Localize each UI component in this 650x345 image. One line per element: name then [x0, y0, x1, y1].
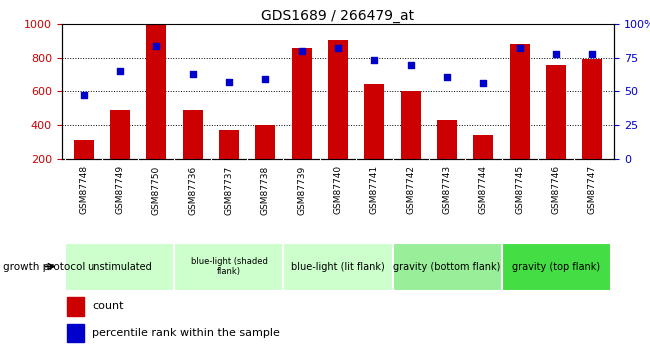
Bar [400, 91, 421, 159]
Point [151, 43, 161, 48]
Point [296, 48, 307, 54]
Title: GDS1689 / 266479_at: GDS1689 / 266479_at [261, 9, 415, 23]
Point [187, 71, 198, 77]
Bar [283, 243, 393, 290]
Text: percentile rank within the sample: percentile rank within the sample [92, 328, 280, 338]
Point [515, 46, 525, 51]
Bar [473, 135, 493, 159]
Bar [219, 130, 239, 159]
Bar [66, 243, 174, 290]
Bar [68, 297, 84, 316]
Text: blue-light (lit flank): blue-light (lit flank) [291, 262, 385, 272]
Text: GSM87742: GSM87742 [406, 165, 415, 214]
Text: GSM87749: GSM87749 [116, 165, 124, 215]
Point [442, 74, 452, 79]
Text: GSM87744: GSM87744 [479, 165, 488, 214]
Bar [183, 110, 203, 159]
Point [260, 77, 270, 82]
Bar [510, 44, 530, 159]
Bar [110, 110, 130, 159]
Point [224, 79, 234, 85]
Point [333, 46, 343, 51]
Text: GSM87739: GSM87739 [297, 165, 306, 215]
Text: GSM87747: GSM87747 [588, 165, 597, 215]
Point [587, 51, 597, 57]
Bar [582, 59, 603, 159]
Text: unstimulated: unstimulated [88, 262, 152, 272]
Point [114, 68, 125, 74]
Text: blue-light (shaded
flank): blue-light (shaded flank) [190, 257, 267, 276]
Text: GSM87745: GSM87745 [515, 165, 525, 215]
Text: count: count [92, 302, 124, 312]
Text: gravity (top flank): gravity (top flank) [512, 262, 600, 272]
Bar [68, 324, 84, 342]
Text: gravity (bottom flank): gravity (bottom flank) [393, 262, 500, 272]
Point [79, 93, 89, 98]
Bar [174, 243, 283, 290]
Text: GSM87740: GSM87740 [333, 165, 343, 215]
Point [551, 51, 562, 57]
Bar [146, 24, 166, 159]
Point [406, 62, 416, 67]
Text: GSM87741: GSM87741 [370, 165, 379, 215]
Text: GSM87746: GSM87746 [552, 165, 560, 215]
Bar [328, 40, 348, 159]
Text: GSM87748: GSM87748 [79, 165, 88, 215]
Bar [502, 243, 610, 290]
Bar [393, 243, 502, 290]
Bar [73, 140, 94, 159]
Point [369, 58, 380, 63]
Text: growth protocol: growth protocol [3, 262, 86, 272]
Bar [365, 84, 384, 159]
Text: GSM87736: GSM87736 [188, 165, 197, 215]
Text: GSM87738: GSM87738 [261, 165, 270, 215]
Text: GSM87750: GSM87750 [151, 165, 161, 215]
Bar [437, 120, 457, 159]
Bar [292, 48, 311, 159]
Point [478, 81, 489, 86]
Bar [546, 65, 566, 159]
Bar [255, 125, 276, 159]
Text: GSM87743: GSM87743 [443, 165, 452, 215]
Text: GSM87737: GSM87737 [224, 165, 233, 215]
